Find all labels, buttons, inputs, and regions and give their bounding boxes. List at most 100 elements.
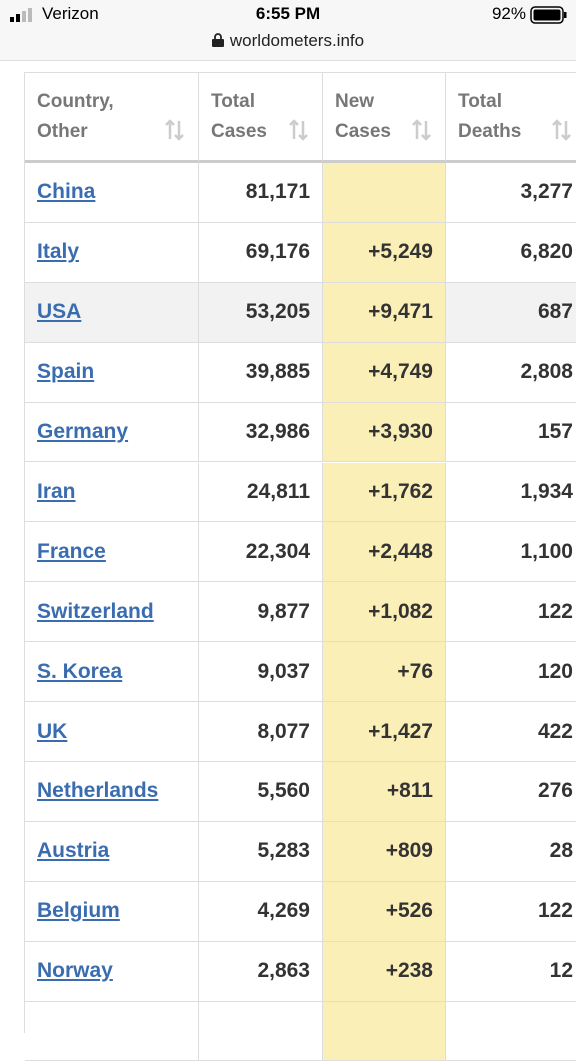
cell-value: 3,277 xyxy=(520,180,573,204)
number-cell: 122 xyxy=(446,882,576,942)
cell-value: 422 xyxy=(537,719,573,743)
cell-value: 39,885 xyxy=(245,360,310,384)
country-link[interactable]: China xyxy=(37,180,96,204)
url-text: worldometers.info xyxy=(229,31,365,50)
number-cell: 69,176 xyxy=(199,222,323,283)
browser-bar: Verizon 6:55 PM 92% worldometers.info xyxy=(0,0,576,61)
country-link[interactable]: Switzerland xyxy=(37,599,154,623)
cell-value: +238 xyxy=(385,959,433,983)
cell-value: 22,304 xyxy=(245,539,310,563)
number-cell: +3,930 xyxy=(323,402,446,463)
number-cell: 687 xyxy=(446,282,576,343)
country-link[interactable]: Spain xyxy=(37,360,95,384)
cell-value: 1,934 xyxy=(520,479,573,503)
country-link[interactable]: France xyxy=(37,539,106,563)
url[interactable]: worldometers.info xyxy=(0,31,576,51)
sort-icon[interactable] xyxy=(164,119,186,141)
lock-icon xyxy=(211,33,224,47)
country-link[interactable]: UK xyxy=(37,719,68,743)
column-header[interactable]: Country, Other xyxy=(25,73,199,163)
country-cell: UK xyxy=(25,702,199,762)
number-cell: 9,877 xyxy=(199,582,323,643)
clock: 6:55 PM xyxy=(255,4,321,23)
cell-value: 2,863 xyxy=(257,959,310,983)
row-cell xyxy=(199,1001,323,1061)
sort-icon[interactable] xyxy=(411,119,433,141)
cell-value: 9,877 xyxy=(257,599,310,623)
battery-icon xyxy=(530,6,567,24)
cell-value: 122 xyxy=(537,599,573,623)
number-cell: 39,885 xyxy=(199,342,323,403)
column-header[interactable]: Total Cases xyxy=(199,73,323,163)
header-text: New Cases xyxy=(335,91,391,142)
country-cell: Italy xyxy=(25,222,199,283)
header-text: Total Deaths xyxy=(458,91,522,142)
column-header[interactable]: Total Deaths xyxy=(446,73,576,163)
country-link[interactable]: Austria xyxy=(37,839,110,863)
country-link[interactable]: Belgium xyxy=(37,899,120,923)
country-link[interactable]: Norway xyxy=(37,959,113,983)
cell-value: 157 xyxy=(537,420,573,444)
number-cell: 422 xyxy=(446,702,576,762)
cell-value: 28 xyxy=(549,839,573,863)
country-cell: Iran xyxy=(25,462,199,523)
country-cell: S. Korea xyxy=(25,642,199,703)
country-link[interactable]: S. Korea xyxy=(37,659,123,683)
number-cell: 1,100 xyxy=(446,522,576,583)
cell-value: 53,205 xyxy=(245,300,310,324)
cell-value: 9,037 xyxy=(257,659,310,683)
cell-value: +3,930 xyxy=(368,420,433,444)
country-link[interactable]: Iran xyxy=(37,479,76,503)
number-cell xyxy=(323,163,446,223)
battery-level: 92% xyxy=(491,4,526,23)
cell-value: +5,249 xyxy=(368,240,433,264)
country-cell: China xyxy=(25,163,199,223)
number-cell: +2,448 xyxy=(323,522,446,583)
country-link[interactable]: Italy xyxy=(37,240,80,264)
header-text: Total Cases xyxy=(211,91,267,142)
number-cell: 22,304 xyxy=(199,522,323,583)
cell-value: 1,100 xyxy=(520,539,573,563)
number-cell: 12 xyxy=(446,942,576,1002)
country-cell: France xyxy=(25,522,199,583)
number-cell: +809 xyxy=(323,821,446,882)
row-cell xyxy=(446,1002,576,1061)
cell-value: +9,471 xyxy=(368,300,433,324)
number-cell: 2,808 xyxy=(446,343,576,403)
number-cell: 3,277 xyxy=(446,163,576,223)
number-cell: 2,863 xyxy=(199,941,323,1002)
column-header[interactable]: New Cases xyxy=(323,73,446,163)
cell-value: 8,077 xyxy=(257,719,310,743)
cell-value: 24,811 xyxy=(246,479,310,503)
signal-icon xyxy=(10,8,32,22)
cell-value: +1,082 xyxy=(368,599,433,623)
cell-value: 32,986 xyxy=(245,420,310,444)
country-link[interactable]: Netherlands xyxy=(37,779,159,803)
country-link[interactable]: Germany xyxy=(37,420,129,444)
country-cell: Norway xyxy=(25,941,199,1002)
number-cell: 24,811 xyxy=(199,462,323,523)
country-cell: Spain xyxy=(25,342,199,403)
country-cell: Austria xyxy=(25,821,199,882)
number-cell: +1,762 xyxy=(323,462,446,523)
cell-value: 6,820 xyxy=(520,240,573,264)
country-link[interactable]: USA xyxy=(37,300,82,324)
number-cell: 276 xyxy=(446,762,576,822)
row-cell xyxy=(25,1001,199,1061)
sort-icon[interactable] xyxy=(288,119,310,141)
header-text: Country, Other xyxy=(37,91,114,142)
number-cell: +811 xyxy=(323,762,446,822)
number-cell: 6,820 xyxy=(446,223,576,283)
number-cell: 8,077 xyxy=(199,702,323,762)
table: Country, Other Total Cases New Cases Total … xyxy=(24,72,576,1061)
sort-icon[interactable] xyxy=(551,119,573,141)
row-cell xyxy=(323,1001,446,1061)
cell-value: +4,749 xyxy=(368,360,433,384)
cell-value: 276 xyxy=(537,779,573,803)
cell-value: +1,427 xyxy=(368,719,433,743)
cell-value: 5,283 xyxy=(257,839,310,863)
number-cell: +9,471 xyxy=(323,282,446,343)
number-cell: +5,249 xyxy=(323,222,446,283)
number-cell: +4,749 xyxy=(323,342,446,403)
